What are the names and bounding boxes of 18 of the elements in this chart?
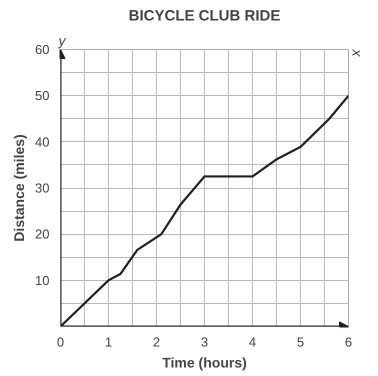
x-tick-label: 6 [344, 334, 352, 350]
y-axis-title: Distance (miles) [11, 134, 28, 242]
y-tick-label: 10 [35, 272, 50, 288]
x-tick-label: 3 [200, 334, 208, 350]
x-tick-label: 0 [56, 334, 64, 350]
chart-title: BICYCLE CLUB RIDE [128, 8, 280, 24]
text: y [58, 32, 66, 48]
y-tick-label: 20 [35, 226, 50, 242]
x-tick-label: 1 [104, 334, 112, 350]
x-tick-label: 5 [296, 334, 304, 350]
text: x [350, 48, 366, 58]
y-tick-label: 60 [35, 42, 50, 57]
x-tick-label: 4 [248, 334, 256, 350]
y-tick-label: 40 [35, 134, 50, 150]
x-tick-label: 2 [152, 334, 160, 350]
y-tick-label: 50 [35, 88, 50, 104]
x-axis-title: Time (hours) [162, 354, 247, 370]
y-tick-label: 30 [35, 180, 50, 196]
